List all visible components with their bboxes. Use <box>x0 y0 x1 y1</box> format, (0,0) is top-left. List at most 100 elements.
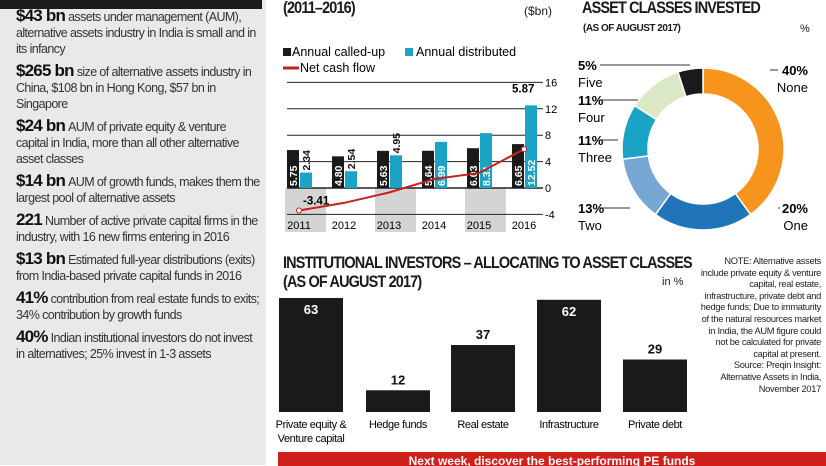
distributed-label: 6.99 <box>436 165 448 186</box>
investors-subtitle: (AS OF AUGUST 2017) <box>283 272 422 291</box>
distributed-bar <box>300 172 312 188</box>
called-up-label: 4.80 <box>333 165 345 186</box>
category-label: Hedge funds <box>369 419 428 431</box>
called-up-bar <box>287 150 299 188</box>
legend-label: Net cash flow <box>300 61 376 75</box>
asset-classes-unit: % <box>800 23 810 35</box>
takeaway-figure: 221 <box>16 210 43 229</box>
y-tick-label: -4 <box>545 209 555 221</box>
y-tick-label: 16 <box>545 77 557 89</box>
slice-value: 5% <box>578 58 597 73</box>
called-up-label: 6.65 <box>513 165 525 186</box>
takeaway-item: $13 bn Estimated full-year distributions … <box>16 249 260 284</box>
takeaway-item: $24 bn AUM of private equity & venture ca… <box>16 116 260 167</box>
called-up-label: 5.64 <box>423 165 435 186</box>
category-label: Private equity & <box>276 419 348 431</box>
slice-value: 40% <box>782 63 808 78</box>
investors-title-text: INSTITUTIONAL INVESTORS – ALLOCATING TO … <box>283 253 693 272</box>
takeaway-text: contribution from real estate funds to e… <box>16 292 260 322</box>
bar <box>623 359 687 412</box>
slice-value: 11% <box>578 133 604 148</box>
takeaway-text: Estimated full-year distributions (exits… <box>16 253 255 283</box>
asset-classes-subtitle: (AS OF AUGUST 2017) <box>583 23 681 34</box>
category-label: Real estate <box>457 419 509 431</box>
slice-label: None <box>777 80 808 95</box>
takeaway-figure: 40% <box>16 327 48 346</box>
takeaway-figure: $13 bn <box>16 249 66 268</box>
called-up-label: 5.63 <box>378 165 390 186</box>
takeaway-item: $43 bn assets under management (AUM), alt… <box>16 6 260 57</box>
takeaway-text: assets under management (AUM), alternati… <box>16 10 256 56</box>
category-label: Venture capital <box>278 433 345 445</box>
year-band <box>375 188 416 232</box>
investors-title: INSTITUTIONAL INVESTORS – ALLOCATING TO … <box>283 253 693 291</box>
bar <box>366 390 430 412</box>
x-tick-label: 2014 <box>422 220 446 232</box>
donut-slice-five <box>677 67 704 98</box>
takeaway-item: 41% contribution from real estate funds t… <box>16 288 260 323</box>
bar-value-label: 29 <box>648 342 662 357</box>
donut-slice-one <box>654 192 752 231</box>
takeaway-figure: 41% <box>16 288 48 307</box>
distributed-label: 4.95 <box>391 133 403 154</box>
called-up-label: 6.03 <box>468 165 480 186</box>
panel-header-bar <box>0 0 262 9</box>
next-week-banner: Next week, discover the best-performing … <box>278 452 826 466</box>
slice-value: 13% <box>578 201 604 216</box>
takeaway-text: Indian institutional investors do not in… <box>16 331 253 361</box>
slice-label: Three <box>578 150 612 165</box>
net-cash-flow-label: 5.87 <box>512 83 534 95</box>
net-cash-flow-label: -3.41 <box>303 196 330 208</box>
cashflow-unit: ($bn) <box>524 4 553 18</box>
source: Source: Preqin Insight: Alternative Asse… <box>720 360 821 394</box>
x-tick-label: 2012 <box>332 220 356 232</box>
asset-classes-title: ASSET CLASSES INVESTED <box>582 0 761 17</box>
cashflow-subtitle: (2011–2016) <box>283 0 356 17</box>
takeaway-item: $14 bn AUM of growth funds, makes them th… <box>16 171 260 206</box>
takeaway-list: $43 bn assets under management (AUM), alt… <box>16 6 260 368</box>
x-tick-label: 2016 <box>512 220 536 232</box>
x-tick-label: 2011 <box>287 220 311 232</box>
bar <box>451 345 515 412</box>
distributed-bar <box>390 155 402 188</box>
takeaway-figure: $43 bn <box>16 6 66 25</box>
y-tick-label: 4 <box>545 157 551 169</box>
called-up-label: 5.75 <box>288 165 300 186</box>
x-tick-label: 2013 <box>377 220 401 232</box>
takeaway-item: $265 bn size of alternative assets indust… <box>16 62 260 112</box>
legend-label: Annual distributed <box>416 45 516 59</box>
takeaway-text: size of alternative assets industry in C… <box>16 65 252 111</box>
takeaway-figure: $14 bn <box>16 171 66 190</box>
note: NOTE: Alternative assets include private… <box>700 256 822 359</box>
slice-value: 11% <box>578 93 604 108</box>
category-label: Infrastructure <box>539 419 598 431</box>
bar-value-label: 37 <box>476 327 490 342</box>
takeaway-text: Number of active private capital firms i… <box>16 214 258 244</box>
distributed-bar <box>435 141 447 188</box>
slice-label: Five <box>578 75 603 90</box>
takeaway-text: AUM of growth funds, makes them the larg… <box>16 175 260 205</box>
net-cash-flow-point <box>296 207 302 214</box>
distributed-bar <box>525 105 537 188</box>
net-cash-flow-point <box>521 146 527 153</box>
note-text: NOTE: Alternative assets include private… <box>695 256 822 395</box>
takeaway-item: 221 Number of active private capital firm… <box>16 210 260 245</box>
asset-classes-donut: 40% None 20% One 13% Two 11% Three 11% Four 5% Five <box>578 58 808 233</box>
bar-value-label: 62 <box>562 304 576 319</box>
donut-slice-none <box>702 67 785 216</box>
takeaway-figure: $24 bn <box>16 116 66 135</box>
called-up-bar <box>377 150 389 188</box>
legend-swatch-called-up <box>283 48 291 56</box>
distributed-label: 2.54 <box>346 149 358 170</box>
slice-label: One <box>783 218 808 233</box>
distributed-bar <box>345 171 357 188</box>
bar-value-label: 63 <box>304 302 318 317</box>
bar-value-label: 12 <box>391 372 405 387</box>
called-up-bar <box>467 148 479 188</box>
y-tick-label: 8 <box>545 130 551 142</box>
bar <box>279 297 343 412</box>
distributed-bar <box>480 133 492 188</box>
key-takeaways-panel: $43 bn assets under management (AUM), alt… <box>0 0 270 465</box>
year-band <box>465 188 506 232</box>
takeaway-item: 40% Indian institutional investors do not… <box>16 327 260 362</box>
